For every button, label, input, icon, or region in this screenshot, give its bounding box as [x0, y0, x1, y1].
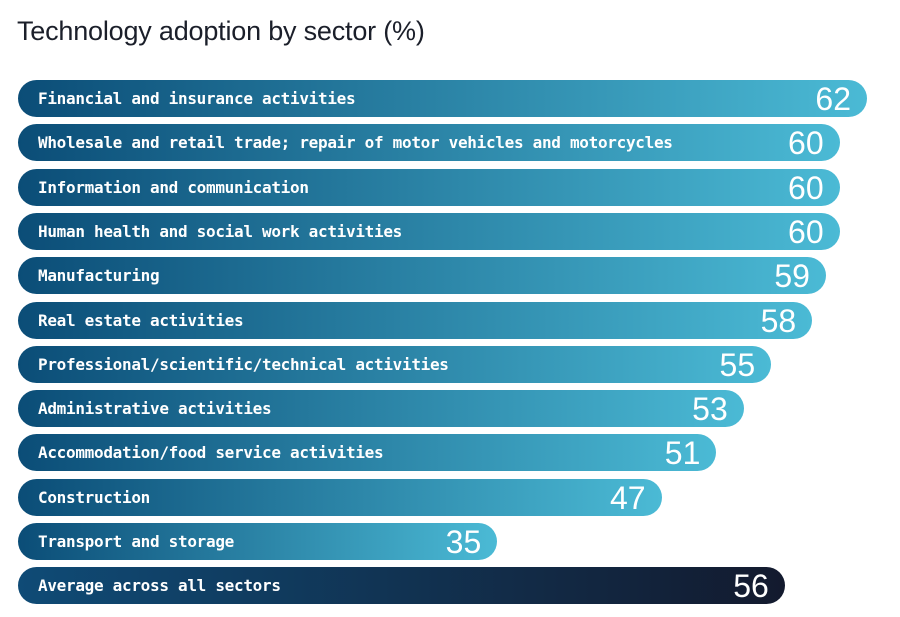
category-label: Financial and insurance activities [38, 89, 356, 108]
category-label: Information and communication [38, 177, 309, 197]
average-bar: Average across all sectors 56 [18, 567, 785, 605]
data-label: 53 [692, 391, 728, 428]
data-label: 60 [788, 169, 824, 206]
category-label: Transport and storage [38, 532, 234, 551]
bar: Wholesale and retail trade; repair of mo… [18, 124, 840, 162]
bar: Accommodation/food service activities 51 [18, 434, 717, 472]
data-label: 55 [719, 346, 756, 383]
category-label: Average across all sectors [38, 576, 281, 596]
category-label: Wholesale and retail trade; repair of mo… [38, 133, 673, 153]
category-label: Human health and social work activities [38, 221, 402, 241]
category-label: Real estate activities [38, 310, 244, 330]
data-label: 60 [788, 213, 824, 250]
bar: Information and communication 60 [18, 168, 840, 206]
category-label: Construction [38, 487, 150, 507]
bar: Financial and insurance activities 62 [18, 80, 867, 117]
bar: Manufacturing 59 [18, 257, 826, 295]
data-label: 51 [664, 435, 701, 472]
bar: Professional/scientific/technical activi… [18, 345, 772, 383]
data-label: 59 [774, 258, 810, 295]
category-label: Accommodation/food service activities [38, 443, 384, 463]
data-label: 47 [610, 479, 646, 516]
chart-title: Technology adoption by sector (%) [17, 16, 425, 46]
data-label: 58 [760, 302, 797, 339]
data-label: 35 [445, 524, 482, 560]
bar: Transport and storage 35 [18, 523, 498, 560]
category-label: Administrative activities [38, 399, 272, 419]
data-label: 60 [788, 125, 824, 162]
category-label: Professional/scientific/technical activi… [38, 354, 449, 374]
bar: Real estate activities 58 [18, 301, 813, 339]
bar: Administrative activities 53 [18, 390, 744, 428]
bar: Human health and social work activities 6… [18, 212, 840, 250]
data-label: 56 [733, 568, 769, 605]
category-label: Manufacturing [38, 266, 160, 286]
data-label: 62 [815, 81, 851, 117]
bar: Construction 47 [18, 478, 662, 516]
